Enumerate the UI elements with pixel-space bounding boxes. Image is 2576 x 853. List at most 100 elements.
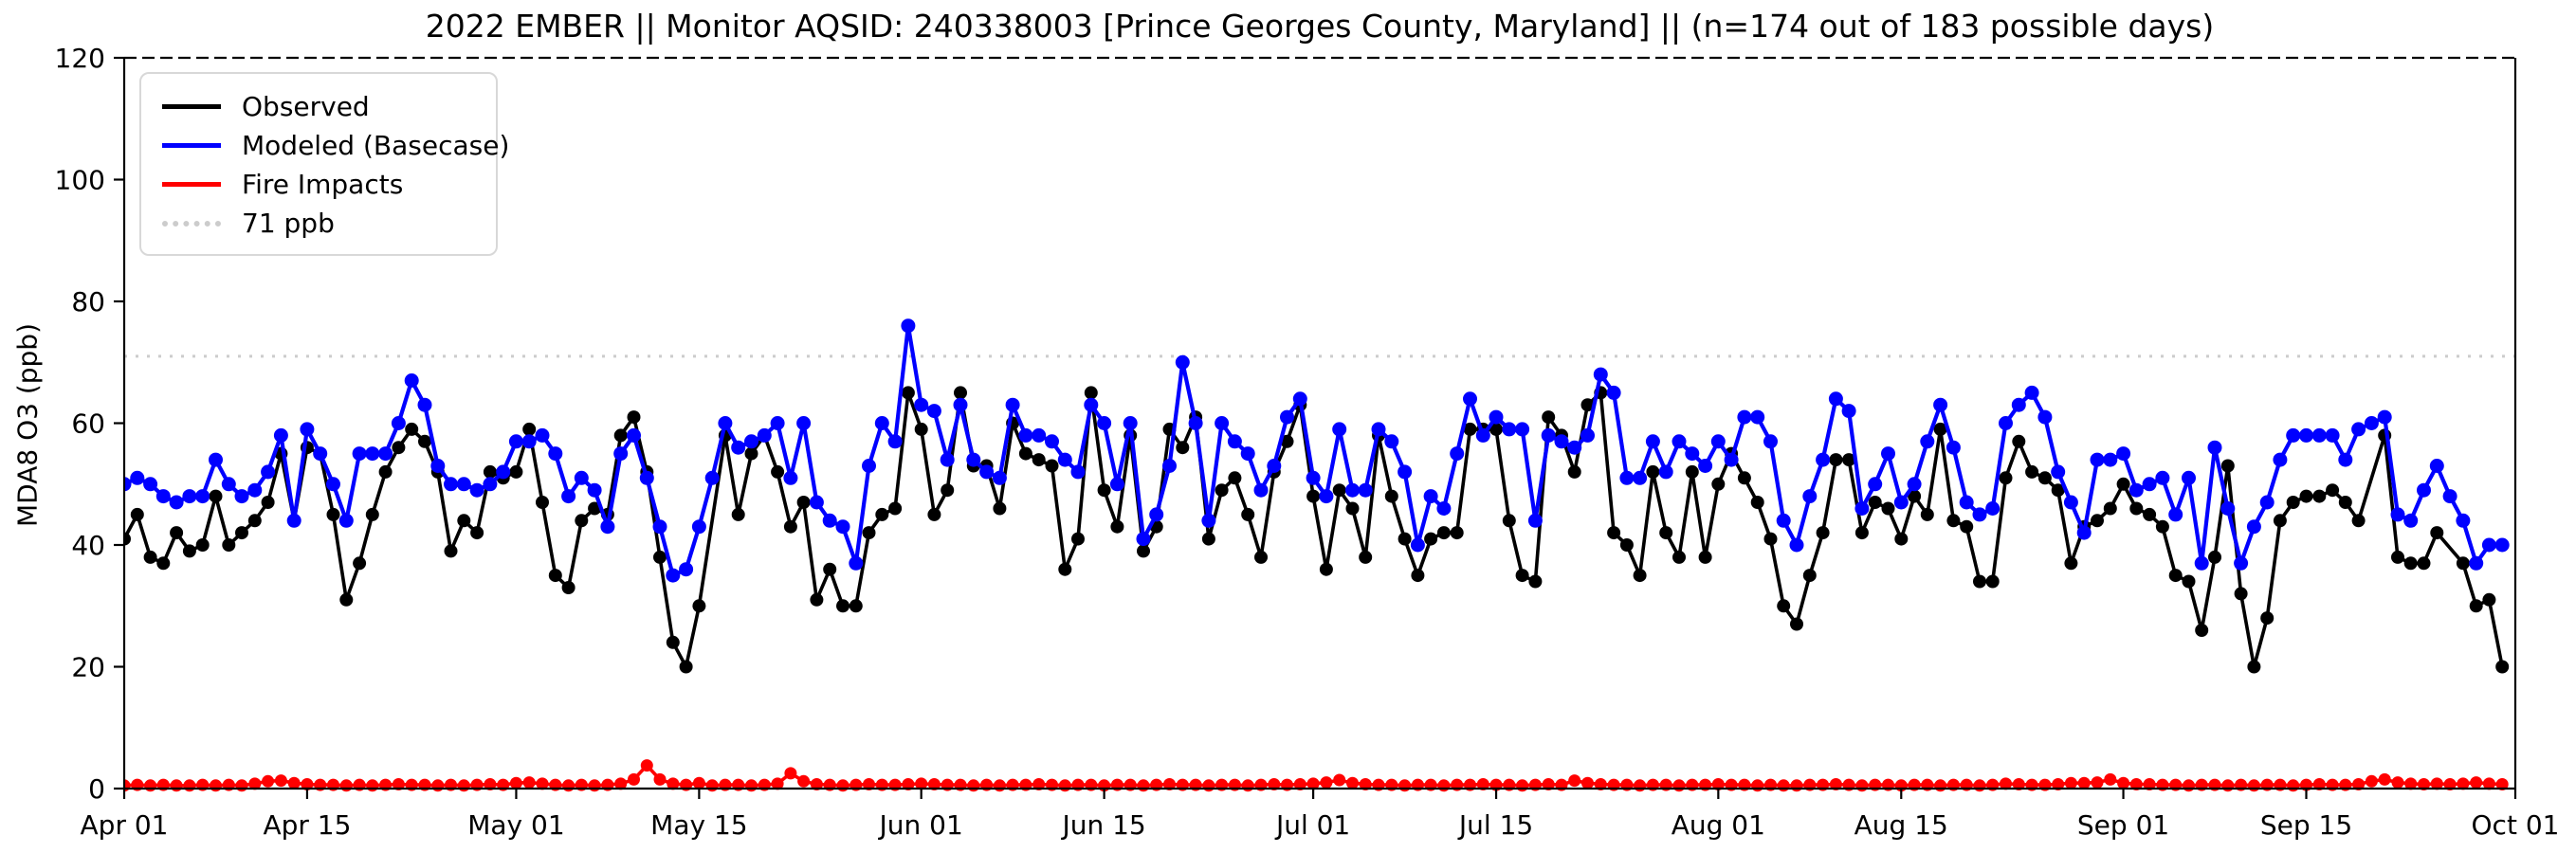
fire-point [1476, 778, 1489, 790]
observed-point [561, 581, 575, 594]
modeled-point [1985, 501, 2001, 516]
fire-point [1634, 779, 1647, 792]
modeled-point [2338, 452, 2353, 467]
modeled-point [587, 482, 602, 498]
modeled-point [130, 470, 145, 485]
observed-point [927, 507, 941, 521]
fire-point [628, 772, 640, 786]
modeled-point [1554, 434, 1569, 449]
modeled-point [286, 513, 301, 528]
modeled-point [417, 397, 432, 412]
fire-point [836, 779, 850, 792]
observed-point [1463, 422, 1477, 436]
observed-point [783, 519, 797, 534]
x-tick-label: Oct 01 [2472, 809, 2560, 841]
observed-point [653, 550, 667, 564]
fire-point [339, 779, 353, 792]
observed-point [875, 507, 889, 521]
modeled-point [1489, 409, 1504, 425]
observed-point [954, 386, 967, 400]
modeled-point [365, 446, 380, 462]
modeled-point [1032, 427, 1047, 443]
observed-point [888, 501, 903, 516]
fire-point [1672, 779, 1686, 792]
observed-point [2495, 660, 2510, 674]
fire-point [1542, 778, 1555, 790]
modeled-point [666, 568, 681, 583]
observed-point [2430, 526, 2444, 540]
modeled-point [2456, 513, 2471, 528]
modeled-point [1737, 409, 1752, 425]
observed-point [1411, 569, 1425, 583]
observed-point [575, 514, 589, 528]
observed-point [744, 446, 758, 461]
observed-point [2312, 489, 2327, 503]
observed-point [810, 592, 824, 607]
modeled-point [2494, 537, 2510, 553]
x-tick-label: Apr 15 [263, 809, 351, 841]
observed-point [1868, 496, 1882, 509]
modeled-point [652, 519, 667, 535]
modeled-point [2182, 470, 2196, 485]
observed-point [2456, 556, 2470, 571]
observed-point [1750, 496, 1764, 509]
observed-point [2391, 550, 2404, 564]
modeled-point [209, 452, 223, 467]
observed-point [1176, 441, 1190, 455]
fire-point [235, 779, 248, 792]
fire-point [144, 779, 157, 792]
modeled-point [1972, 507, 1987, 522]
modeled-point [1345, 482, 1360, 498]
observed-point [1332, 483, 1346, 498]
chart-title: 2022 EMBER || Monitor AQSID: 240338003 [… [425, 8, 2215, 45]
modeled-point [1371, 422, 1386, 437]
observed-point [1345, 501, 1360, 516]
observed-point [170, 526, 184, 540]
observed-point [182, 544, 196, 558]
fire-point [967, 779, 980, 792]
fire-point [2000, 777, 2012, 790]
observed-point [2338, 496, 2352, 509]
modeled-point [1606, 385, 1621, 400]
modeled-point [1332, 422, 1347, 437]
observed-point [1228, 471, 1242, 485]
observed-point [2025, 464, 2039, 479]
observed-point [392, 441, 406, 455]
observed-point [1763, 532, 1778, 546]
observed-point [1816, 526, 1830, 540]
modeled-point [1828, 391, 1843, 407]
observed-point [1920, 507, 1934, 521]
modeled-point [2299, 427, 2313, 443]
modeled-point [1893, 495, 1909, 510]
observed-point [1502, 514, 1516, 528]
modeled-point [796, 416, 812, 430]
modeled-point [391, 416, 406, 430]
modeled-point [639, 470, 654, 485]
modeled-point [2103, 452, 2118, 467]
modeled-point [1959, 495, 1974, 510]
observed-point [365, 507, 379, 521]
modeled-point [2442, 489, 2457, 504]
modeled-point [2390, 507, 2405, 522]
observed-point [1201, 532, 1215, 546]
modeled-point [124, 477, 132, 492]
observed-point [2064, 556, 2078, 571]
modeled-point [2168, 507, 2183, 522]
modeled-point [2194, 555, 2209, 571]
modeled-point [1475, 427, 1490, 443]
observed-point [2155, 519, 2169, 534]
modeled-point [469, 482, 484, 498]
observed-point [796, 496, 811, 509]
modeled-point [300, 422, 315, 437]
fire-point [797, 774, 811, 788]
modeled-point [195, 489, 210, 504]
modeled-point [496, 464, 511, 480]
fire-point [170, 779, 183, 792]
observed-point [1398, 532, 1412, 546]
observed-point [914, 422, 928, 436]
observed-point [1973, 574, 1986, 589]
modeled-point [456, 477, 471, 492]
fire-point [484, 778, 497, 790]
modeled-point [1018, 427, 1033, 443]
modeled-point [1306, 470, 1321, 485]
